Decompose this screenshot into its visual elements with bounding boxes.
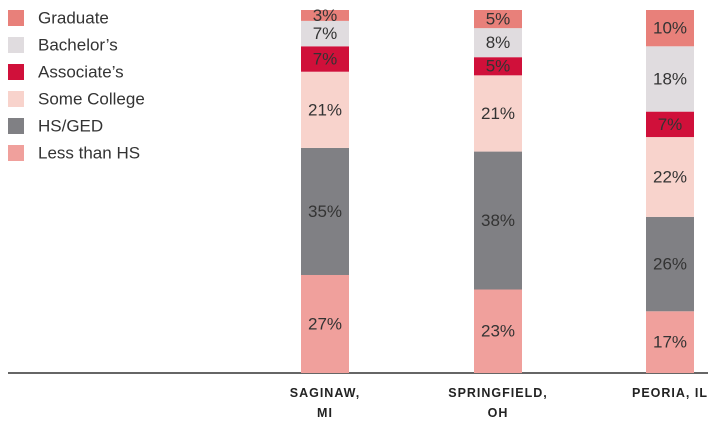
value-label: 21% xyxy=(308,100,342,119)
bar-segment xyxy=(474,289,522,373)
value-label: 27% xyxy=(308,314,342,333)
value-label: 10% xyxy=(653,19,687,38)
value-label: 35% xyxy=(308,202,342,221)
bar-segment xyxy=(646,46,694,112)
value-label: 7% xyxy=(313,24,338,43)
value-label: 22% xyxy=(653,167,687,186)
bar-segment xyxy=(646,311,694,373)
legend-label: Graduate xyxy=(38,8,109,27)
value-label: 18% xyxy=(653,69,687,88)
value-label: 3% xyxy=(313,6,338,25)
legend-label: Less than HS xyxy=(38,143,140,162)
value-label: 23% xyxy=(481,322,515,341)
bar-segment xyxy=(301,147,349,275)
bar-segment xyxy=(646,10,694,47)
x-tick-label: PEORIA, IL xyxy=(632,386,708,400)
value-label: 38% xyxy=(481,211,515,230)
legend-swatch xyxy=(8,118,24,134)
bar-segment xyxy=(301,46,349,72)
value-label: 5% xyxy=(486,57,511,76)
legend-label: HS/GED xyxy=(38,116,103,135)
legend-swatch xyxy=(8,91,24,107)
bar-segment xyxy=(301,10,349,21)
bar-segment xyxy=(474,10,522,29)
value-label: 7% xyxy=(658,115,683,134)
legend-swatch xyxy=(8,37,24,53)
value-label: 17% xyxy=(653,333,687,352)
bar-segment xyxy=(474,75,522,152)
bar-segment xyxy=(474,57,522,76)
value-label: 7% xyxy=(313,49,338,68)
legend-swatch xyxy=(8,64,24,80)
bar-segment xyxy=(474,28,522,58)
bar-segment xyxy=(301,71,349,148)
bar-segment xyxy=(646,137,694,217)
value-label: 21% xyxy=(481,104,515,123)
x-tick-label: SAGINAW, MI xyxy=(289,386,361,420)
bar-segment xyxy=(474,151,522,290)
bar-segment xyxy=(646,111,694,138)
bar-segment xyxy=(301,20,349,47)
value-label: 5% xyxy=(486,10,511,29)
legend-swatch xyxy=(8,10,24,26)
value-label: 26% xyxy=(653,255,687,274)
x-tick-label: SPRINGFIELD, OH xyxy=(448,386,548,420)
bar-segment xyxy=(301,274,349,373)
legend-label: Associate’s xyxy=(38,62,124,81)
legend-swatch xyxy=(8,145,24,161)
value-label: 8% xyxy=(486,33,511,52)
legend-label: Bachelor’s xyxy=(38,35,118,54)
legend-label: Some College xyxy=(38,89,145,108)
bar-segment xyxy=(646,216,694,312)
